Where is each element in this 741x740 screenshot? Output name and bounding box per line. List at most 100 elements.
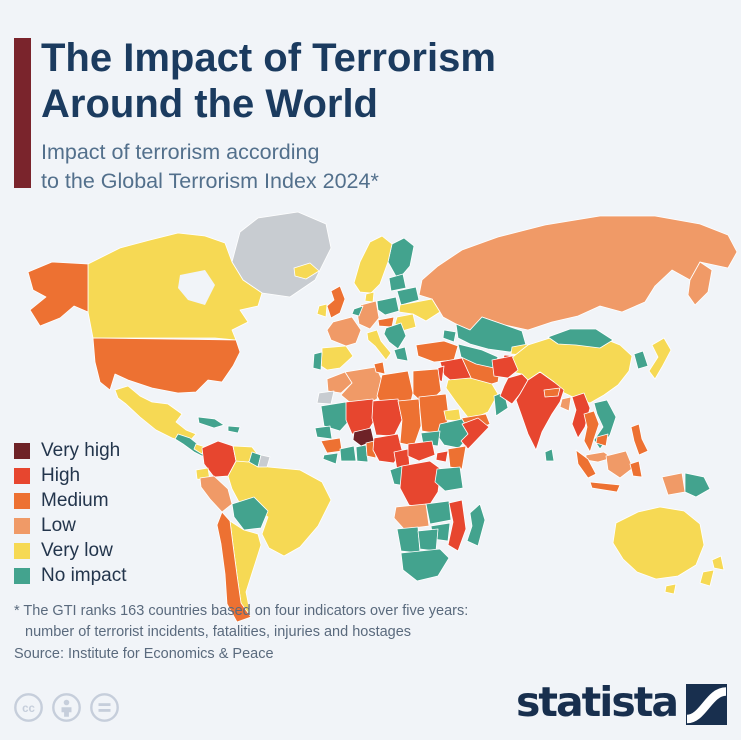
page-title: The Impact of Terrorism Around the World: [41, 36, 721, 127]
country-sri-lanka: [544, 448, 555, 462]
legend-label: Medium: [41, 489, 109, 511]
title-line-1: The Impact of Terrorism: [41, 36, 496, 80]
license-icons[interactable]: cc: [13, 692, 120, 723]
country-cuba: [197, 416, 225, 429]
footnote: * The GTI ranks 163 countries based on f…: [14, 601, 654, 642]
region-central-europe: [377, 316, 395, 328]
country-russia-far-east: [687, 261, 713, 306]
country-morocco: [326, 371, 353, 394]
country-tanzania: [434, 466, 464, 492]
legend-item-very-low: Very low: [14, 539, 127, 561]
country-niger: [371, 398, 403, 437]
country-greece: [393, 346, 409, 362]
statista-logo[interactable]: statista: [516, 682, 727, 727]
island-borneo: [605, 450, 634, 479]
country-mozambique: [447, 499, 467, 552]
title-line-2: Around the World: [41, 81, 378, 126]
country-tunisia: [373, 361, 386, 375]
legend-swatch-very-low: [14, 542, 30, 559]
subtitle-line-1: Impact of terrorism according: [41, 140, 320, 164]
country-namibia: [396, 526, 421, 554]
country-hispaniola: [227, 425, 241, 434]
country-italy: [366, 329, 392, 361]
country-zambia: [425, 500, 452, 525]
region-baltics: [388, 273, 407, 292]
country-drc: [399, 460, 442, 510]
country-brazil: [227, 457, 332, 557]
country-denmark: [364, 291, 375, 303]
legend-label: No impact: [41, 564, 127, 586]
region-west-papua: [661, 472, 686, 496]
country-chile: [216, 511, 252, 623]
legend-label: Very high: [41, 439, 121, 461]
country-somalia: [460, 417, 490, 450]
legend-item-very-high: Very high: [14, 439, 127, 461]
attribution-person-icon[interactable]: [51, 692, 82, 723]
country-ghana: [355, 444, 369, 463]
country-australia: [612, 506, 705, 580]
region-western-sahara: [316, 390, 335, 405]
country-papua-new-guinea: [684, 472, 711, 498]
black-sea-water: [414, 327, 444, 342]
country-japan: [648, 337, 672, 380]
map-legend: Very high High Medium Low Very low No im…: [14, 439, 127, 592]
country-ukraine: [398, 298, 441, 322]
country-central-african-republic: [407, 440, 436, 462]
country-nepal: [543, 387, 561, 398]
country-iceland: [293, 262, 320, 280]
country-senegal: [314, 425, 333, 440]
country-turkey: [415, 340, 459, 363]
island-sulawesi: [629, 460, 643, 478]
equals-icon[interactable]: [89, 692, 120, 723]
legend-item-medium: Medium: [14, 489, 127, 511]
legend-item-no-impact: No impact: [14, 564, 127, 586]
country-belarus: [396, 286, 420, 306]
country-ireland: [316, 303, 328, 318]
country-eritrea: [443, 408, 462, 422]
legend-swatch-high: [14, 467, 30, 484]
cc-icon[interactable]: cc: [13, 692, 44, 723]
legend-item-low: Low: [14, 515, 127, 536]
country-philippines: [630, 423, 649, 456]
country-saudi-arabia: [445, 377, 499, 421]
country-spain: [320, 345, 354, 371]
legend-label: High: [41, 464, 81, 486]
legend-swatch-very-high: [14, 442, 30, 459]
legend-item-high: High: [14, 464, 127, 486]
country-madagascar: [466, 503, 486, 547]
country-new-zealand-south: [699, 569, 715, 587]
country-botswana: [417, 528, 439, 552]
country-angola: [393, 503, 430, 530]
island-java: [589, 481, 621, 493]
legend-label: Very low: [41, 539, 113, 561]
country-cambodia: [595, 433, 609, 447]
region-sierra-leone-liberia: [322, 452, 339, 465]
country-uk: [326, 285, 346, 319]
country-afghanistan: [491, 355, 519, 379]
country-mongolia: [547, 328, 614, 349]
footnote-line-2: number of terrorist incidents, fatalitie…: [25, 623, 412, 640]
region-benelux: [351, 305, 364, 317]
statista-wordmark: statista: [516, 678, 679, 726]
country-uganda: [435, 450, 449, 463]
country-portugal: [312, 351, 323, 371]
region-norway-sweden: [353, 235, 393, 294]
page-subtitle: Impact of terrorism according to the Glo…: [41, 138, 691, 196]
country-suriname: [257, 454, 271, 468]
country-myanmar: [571, 392, 591, 439]
country-chad: [397, 398, 422, 447]
island-sumatra: [575, 449, 597, 479]
country-bolivia: [231, 496, 269, 531]
island-tasmania: [664, 583, 677, 595]
country-new-zealand-north: [711, 555, 725, 571]
region-caucasus: [442, 329, 457, 343]
statista-logo-mark: [686, 684, 727, 725]
subtitle-line-2: to the Global Terrorism Index 2024*: [41, 168, 379, 193]
footnote-line-1: * The GTI ranks 163 countries based on f…: [14, 603, 469, 619]
hudson-bay-water: [178, 270, 215, 305]
country-ivory-coast: [339, 445, 357, 462]
country-poland: [376, 296, 400, 316]
country-canada: [87, 232, 263, 341]
country-peru: [199, 475, 233, 513]
